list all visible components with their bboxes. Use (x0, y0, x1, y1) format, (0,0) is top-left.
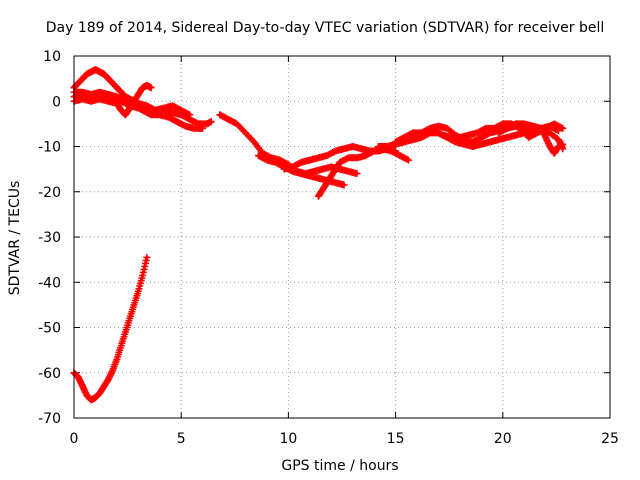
data-point-marker (186, 111, 194, 119)
data-point-marker (403, 155, 411, 163)
data-point-marker (557, 124, 565, 132)
y-tick-label: 10 (43, 49, 61, 65)
data-point-marker (207, 118, 215, 126)
y-tick-label: -40 (38, 275, 61, 291)
chart-title: Day 189 of 2014, Sidereal Day-to-day VTE… (46, 20, 605, 36)
y-tick-label: -30 (38, 230, 61, 246)
plot-frame (73, 55, 611, 419)
x-tick-label: 15 (387, 431, 405, 447)
data-point-marker (199, 124, 207, 132)
data-point-marker (559, 140, 567, 148)
x-tick-label: 0 (70, 431, 79, 447)
data-point-marker (405, 156, 412, 164)
x-tick-label: 5 (177, 431, 186, 447)
y-tick-label: -70 (38, 411, 61, 427)
data-point-marker (147, 84, 155, 92)
x-axis-title: GPS time / hours (281, 458, 398, 474)
series-track-dip-b (314, 145, 412, 200)
series-track-dip (70, 253, 151, 404)
data-point-marker (353, 170, 361, 178)
data-point-marker (340, 181, 348, 189)
x-tick-label: 20 (494, 431, 512, 447)
y-tick-label: 0 (52, 94, 61, 110)
y-tick-label: -20 (38, 185, 61, 201)
y-tick-label: -50 (38, 321, 61, 337)
data-point-marker (143, 253, 151, 261)
x-tick-label: 25 (601, 431, 619, 447)
y-tick-label: -60 (38, 366, 61, 382)
series-track-b (70, 88, 207, 132)
y-tick-label: -10 (38, 140, 61, 156)
ticks: 0 5 10 15 20 25 -70 -60 -50 -40 -30 -20 -10 0 10 (38, 49, 619, 447)
series-track-c (70, 95, 194, 119)
data-point-marker (559, 124, 567, 132)
series-track-right-d (495, 120, 567, 157)
x-tick-label: 10 (279, 431, 297, 447)
y-axis-title: SDTVAR / TECUs (7, 181, 23, 296)
data-series (70, 66, 567, 404)
series-track-upper-arc (70, 66, 155, 105)
